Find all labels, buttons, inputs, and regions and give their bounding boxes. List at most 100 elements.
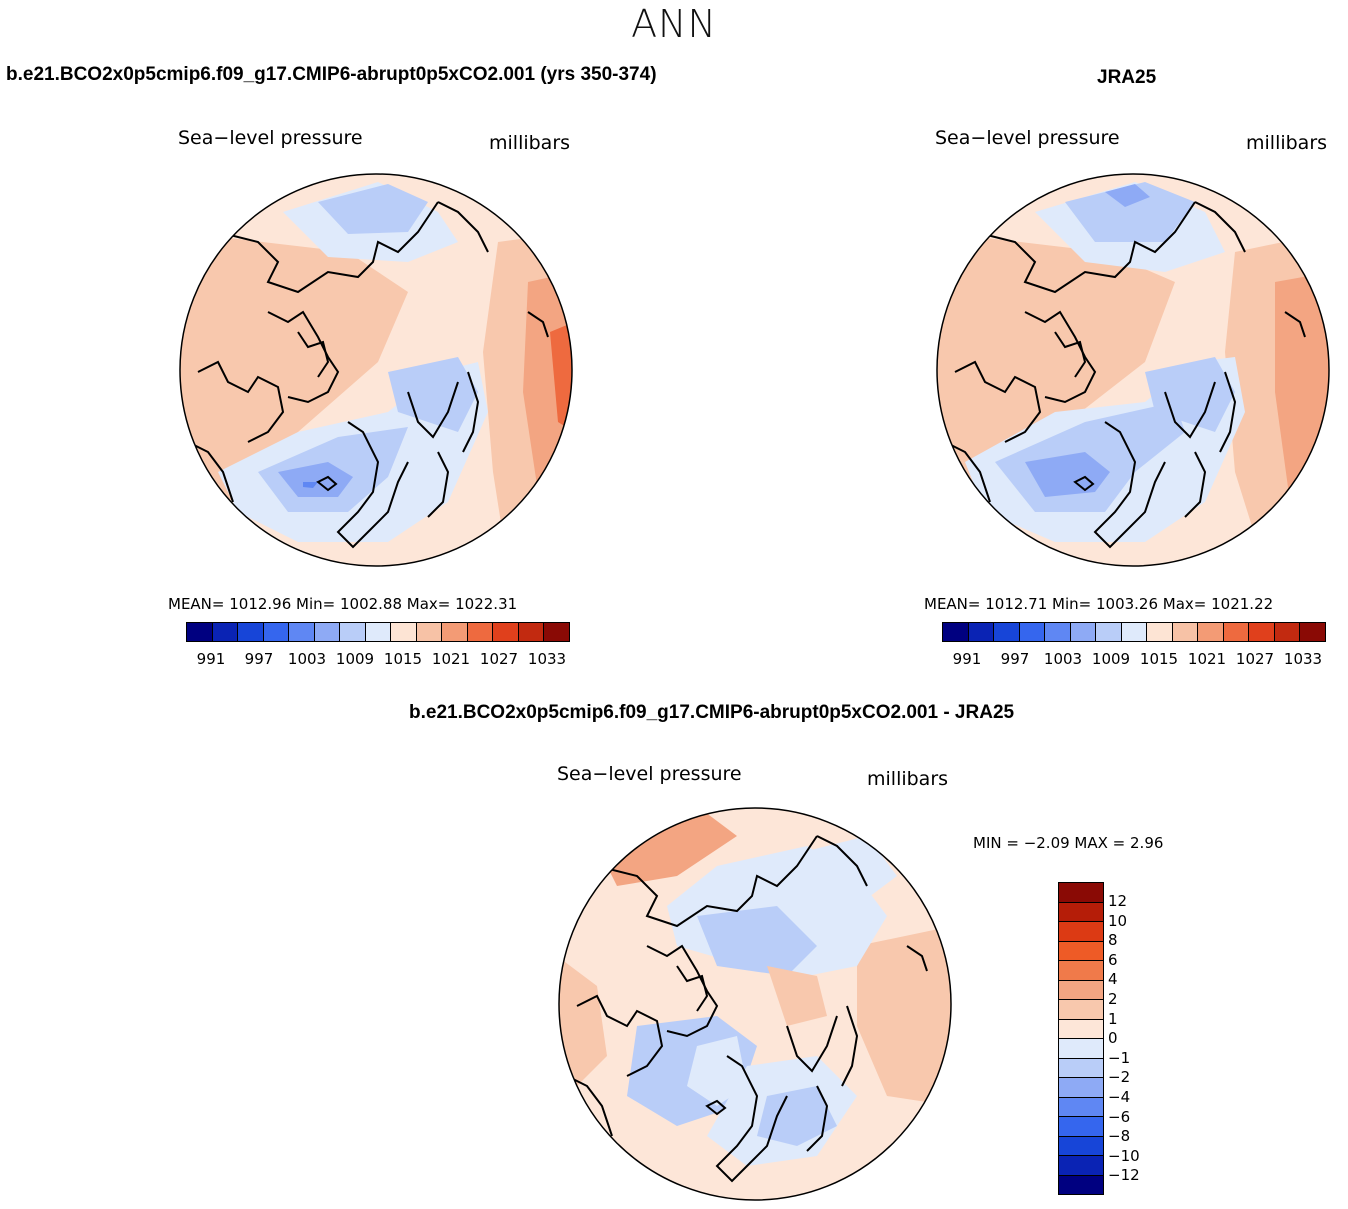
- colorbar-swatch: [289, 623, 315, 641]
- panel-obs-field-label: Sea−level pressure: [935, 127, 1120, 149]
- diff-minmax: MIN = −2.09 MAX = 2.96: [973, 834, 1164, 852]
- diff-colorbar-swatch: [1059, 980, 1103, 1000]
- diff-colorbar-swatch: [1059, 1175, 1103, 1194]
- panel-obs-title: JRA25: [1097, 67, 1157, 88]
- contour-blue-baffin: [388, 357, 478, 432]
- panel-model-colorbar-ticks: 991 997 1003 1009 1015 1021 1027 1033: [187, 650, 571, 668]
- diff-colorbar-swatch: [1059, 1058, 1103, 1078]
- colorbar-swatch: [391, 623, 417, 641]
- colorbar-tick-label: 1027: [479, 650, 519, 668]
- contour-blue-icelandic-low: [278, 462, 353, 497]
- diff-colorbar-swatch: [1059, 1117, 1103, 1137]
- diff-colorbar-swatch: [1059, 1078, 1103, 1098]
- diff-colorbar-tick-label: 6: [1108, 950, 1118, 969]
- colorbar-swatch: [1198, 623, 1224, 641]
- colorbar-tick-label: 1021: [1187, 650, 1227, 668]
- colorbar-swatch: [1019, 623, 1046, 641]
- panel-model-field-label: Sea−level pressure: [178, 127, 363, 149]
- diff-panel-title: b.e21.BCO2x0p5cmip6.f09_g17.CMIP6-abrupt…: [409, 702, 1015, 723]
- diff-colorbar-tick-label: 0: [1108, 1029, 1118, 1048]
- colorbar-swatch: [1045, 623, 1071, 641]
- colorbar-tick-label: 997: [244, 650, 274, 668]
- contour-blue-top-2: [318, 184, 428, 234]
- colorbar-swatch: [416, 623, 443, 641]
- panel-model-map: [179, 173, 573, 567]
- diff-colorbar-swatch: [1059, 961, 1103, 981]
- colorbar-swatch: [238, 623, 264, 641]
- colorbar-tick-label: 1009: [1091, 650, 1131, 668]
- figure-title: ANN: [631, 2, 717, 46]
- colorbar-swatch: [1249, 623, 1275, 641]
- panel-model-title: b.e21.BCO2x0p5cmip6.f09_g17.CMIP6-abrupt…: [6, 64, 657, 85]
- colorbar-swatch: [467, 623, 494, 641]
- colorbar-tick-label: 1009: [335, 650, 375, 668]
- diff-colorbar-ticks: 12 10 8 6 4 2 1 0 −1 −2 −4 −6 −8 −10 −12: [1108, 882, 1188, 1202]
- colorbar-swatch: [493, 623, 519, 641]
- diff-colorbar-tick-label: −8: [1108, 1127, 1131, 1146]
- panel-obs-stats: MEAN= 1012.71 Min= 1003.26 Max= 1021.22: [924, 595, 1274, 613]
- colorbar-swatch: [314, 623, 341, 641]
- colorbar-swatch: [187, 623, 213, 641]
- colorbar-swatch: [1172, 623, 1199, 641]
- diff-colorbar-swatch: [1059, 1156, 1103, 1176]
- colorbar-tick-label: 1015: [1139, 650, 1179, 668]
- colorbar-swatch: [544, 623, 569, 641]
- panel-model-stats: MEAN= 1012.96 Min= 1002.88 Max= 1022.31: [168, 595, 518, 613]
- panel-model-colorbar: [186, 622, 570, 642]
- colorbar-tick-label: 1003: [1043, 650, 1083, 668]
- diff-colorbar-tick-label: 4: [1108, 970, 1118, 989]
- diff-colorbar-swatch: [1059, 922, 1103, 942]
- colorbar-swatch: [340, 623, 366, 641]
- diff-colorbar: [1058, 882, 1104, 1195]
- colorbar-tick-label: 1033: [527, 650, 567, 668]
- diff-colorbar-tick-label: 8: [1108, 931, 1118, 950]
- colorbar-tick-label: 991: [952, 650, 982, 668]
- diff-colorbar-swatch: [1059, 883, 1103, 903]
- diff-colorbar-tick-label: 12: [1108, 892, 1128, 910]
- colorbar-swatch: [1223, 623, 1250, 641]
- diff-colorbar-tick-label: −6: [1108, 1107, 1131, 1126]
- diff-colorbar-tick-label: −1: [1108, 1048, 1131, 1067]
- diff-colorbar-tick-label: −4: [1108, 1088, 1131, 1106]
- map-boundary: [179, 173, 573, 567]
- colorbar-tick-label: 1003: [287, 650, 327, 668]
- diff-colorbar-tick-label: −10: [1108, 1146, 1140, 1165]
- colorbar-tick-label: 1015: [383, 650, 423, 668]
- panel-obs-units-label: millibars: [1246, 132, 1328, 154]
- diff-colorbar-swatch: [1059, 941, 1103, 961]
- contour-red-east: [550, 322, 572, 432]
- colorbar-swatch: [518, 623, 545, 641]
- colorbar-swatch: [943, 623, 969, 641]
- colorbar-swatch: [968, 623, 995, 641]
- colorbar-swatch: [212, 623, 239, 641]
- colorbar-swatch: [1070, 623, 1097, 641]
- coastlines: [187, 201, 549, 549]
- diff-colorbar-swatch: [1059, 1000, 1103, 1020]
- colorbar-tick-label: 997: [1000, 650, 1030, 668]
- diff-colorbar-swatch: [1059, 1039, 1103, 1059]
- colorbar-swatch: [1300, 623, 1325, 641]
- diff-units-label: millibars: [867, 768, 949, 790]
- colorbar-swatch: [365, 623, 392, 641]
- colorbar-swatch: [1147, 623, 1173, 641]
- diff-colorbar-swatch: [1059, 1019, 1103, 1039]
- colorbar-swatch: [1096, 623, 1122, 641]
- colorbar-swatch: [994, 623, 1020, 641]
- contour-pink-west: [180, 232, 408, 502]
- diff-colorbar-tick-label: 1: [1108, 1009, 1118, 1028]
- colorbar-tick-label: 1021: [431, 650, 471, 668]
- contour-blue-min: [303, 482, 318, 488]
- panel-model-units-label: millibars: [489, 132, 571, 154]
- diff-colorbar-tick-label: 10: [1108, 911, 1128, 930]
- diff-colorbar-tick-label: −12: [1108, 1166, 1140, 1185]
- colorbar-swatch: [1274, 623, 1301, 641]
- colorbar-tick-label: 1027: [1235, 650, 1275, 668]
- colorbar-swatch: [1121, 623, 1148, 641]
- colorbar-tick-label: 1033: [1283, 650, 1323, 668]
- diff-colorbar-tick-label: −2: [1108, 1068, 1131, 1087]
- colorbar-swatch: [263, 623, 290, 641]
- diff-colorbar-tick-label: 2: [1108, 990, 1118, 1008]
- colorbar-swatch: [442, 623, 468, 641]
- panel-obs-map: [936, 173, 1330, 567]
- panel-obs-colorbar: [942, 622, 1326, 642]
